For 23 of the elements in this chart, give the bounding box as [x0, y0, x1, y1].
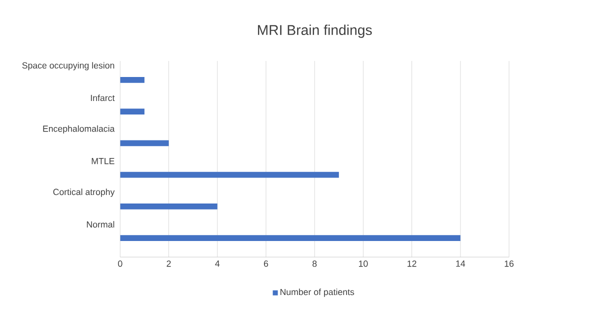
- legend-label: Number of patients: [280, 288, 354, 297]
- x-tick-label: 12: [408, 260, 416, 267]
- bar: [120, 76, 144, 83]
- x-tick-label: 0: [118, 260, 122, 267]
- x-tick-label: 10: [358, 260, 368, 267]
- x-tick-label: 8: [312, 260, 317, 267]
- y-tick-label: MTLE: [92, 158, 114, 164]
- bar: [120, 235, 460, 241]
- y-tick-label: Infarct: [90, 94, 115, 101]
- bar: [120, 108, 144, 114]
- y-tick-label: Encephalomalacia: [43, 125, 115, 134]
- y-tick-label: Space occupying lesion: [22, 62, 114, 70]
- x-tick-label: 4: [215, 260, 220, 267]
- x-tick-label: 2: [166, 260, 171, 267]
- y-tick-label: Normal: [86, 221, 114, 228]
- chart-title: MRI Brain findings: [258, 24, 372, 38]
- bar: [120, 140, 169, 146]
- bar: [120, 203, 218, 210]
- x-tick-label: 14: [456, 260, 466, 267]
- y-tick-label: Cortical atrophy: [53, 188, 115, 197]
- bar: [120, 172, 339, 178]
- x-tick-label: 6: [264, 260, 268, 267]
- x-tick-label: 16: [504, 260, 514, 267]
